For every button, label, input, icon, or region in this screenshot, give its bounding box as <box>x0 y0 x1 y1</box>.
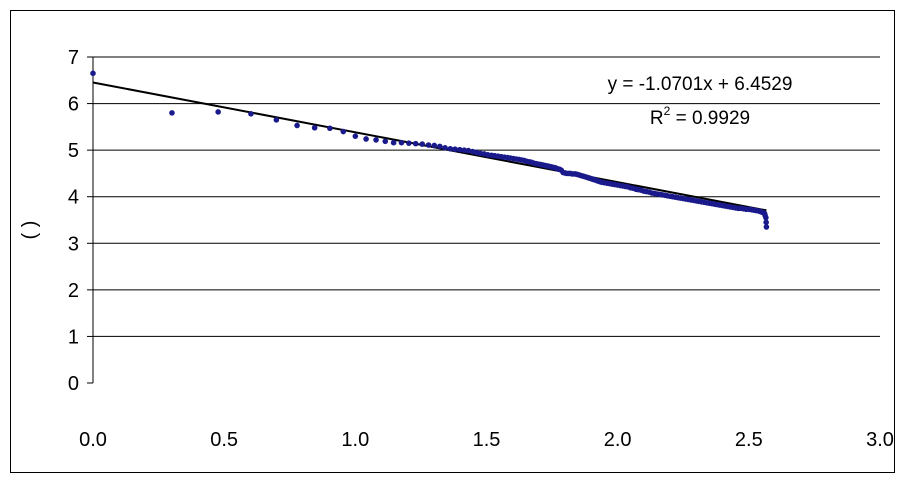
y-tick-label: 3 <box>68 233 79 255</box>
data-point <box>465 147 472 154</box>
data-point <box>437 143 443 150</box>
y-tick-label: 6 <box>68 94 79 116</box>
y-tick-label: 1 <box>68 326 79 348</box>
x-tick-label: 0.0 <box>79 429 107 451</box>
data-point <box>442 145 448 151</box>
y-tick-label: 0 <box>68 373 79 395</box>
data-point <box>340 128 347 135</box>
data-point <box>382 138 389 145</box>
x-tick-label: 1.0 <box>341 429 369 451</box>
data-point <box>273 117 280 123</box>
data-point <box>311 124 318 131</box>
x-axis-tick-labels: 0.0 0.5 1.0 1.5 2.0 2.5 3.0 <box>79 429 894 451</box>
data-point <box>390 139 397 146</box>
data-point <box>352 133 359 139</box>
data-point <box>763 214 769 221</box>
x-tick-label: 2.0 <box>604 429 632 451</box>
data-point <box>452 146 458 153</box>
data-point <box>431 142 438 149</box>
gridlines <box>87 56 880 384</box>
chart-area-border <box>10 10 895 473</box>
data-point <box>363 136 369 142</box>
data-point <box>419 141 426 147</box>
x-tick-label: 1.5 <box>473 429 501 451</box>
data-point <box>763 219 769 226</box>
x-tick-label: 0.5 <box>210 429 238 451</box>
y-tick-label: 5 <box>68 140 79 162</box>
data-point <box>248 111 254 117</box>
y-tick-label: 2 <box>68 280 79 302</box>
x-tick-label: 3.0 <box>866 429 894 451</box>
data-point <box>294 122 300 129</box>
data-point <box>456 146 463 153</box>
x-tick-label: 2.5 <box>735 429 763 451</box>
y-axis-label: ( ) <box>19 221 41 240</box>
data-point <box>425 142 432 148</box>
trendline-r-squared: R2 = 0.9929 <box>650 104 750 129</box>
trendline-equation: y = -1.0701x + 6.4529 <box>608 74 793 95</box>
data-point <box>763 224 770 230</box>
data-point <box>412 140 419 147</box>
data-point <box>373 137 379 143</box>
y-tick-label: 4 <box>68 187 79 209</box>
data-point <box>406 140 412 146</box>
y-axis-tick-labels: 0 1 2 3 4 5 6 7 <box>68 47 79 395</box>
data-point <box>398 139 405 146</box>
data-point <box>215 109 221 115</box>
data-point <box>90 70 96 77</box>
data-point <box>327 125 333 132</box>
y-tick-label: 7 <box>68 47 79 69</box>
data-points <box>90 70 770 230</box>
data-point <box>447 145 454 152</box>
data-point <box>169 110 175 116</box>
data-point <box>461 147 468 153</box>
